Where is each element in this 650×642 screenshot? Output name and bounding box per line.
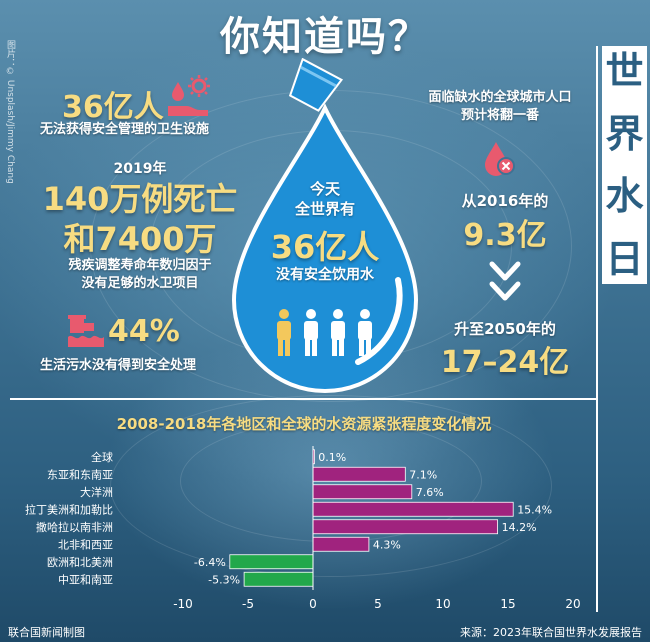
side-title-char: 日 <box>605 236 644 281</box>
photo-credit: 图片：© Unsplash/Jimmy Chang <box>5 40 15 184</box>
wastewater-desc: 生活污水没有得到安全处理 <box>40 358 197 373</box>
footer-source: 来源：2023年联合国世界水发展报告 <box>460 626 642 639</box>
deaths-line1: 140万例死亡 <box>42 180 238 218</box>
category-label: 撒哈拉以南非洲 <box>36 520 113 534</box>
side-title-char: 界 <box>605 111 644 156</box>
data-label: 0.1% <box>318 451 346 464</box>
person-icon <box>304 309 318 356</box>
double-chevron-down-icon <box>489 261 521 301</box>
sanitation-hand-drop-icon <box>168 75 210 116</box>
category-label: 欧洲和北美洲 <box>47 556 113 569</box>
person-icon <box>331 309 345 356</box>
x-tick-label: -5 <box>242 597 254 611</box>
side-title: 世 界 水 日 <box>602 46 647 284</box>
data-label: 7.1% <box>409 468 437 481</box>
data-label: 4.3% <box>373 538 401 551</box>
category-label: 大洋洲 <box>80 485 113 499</box>
bar-chart: 全球 0.1% 东亚和东南亚 7.1% 大洋洲 7.6% 拉丁美洲和加勒比 15.4% 撒哈拉以… <box>25 446 581 611</box>
drop-desc: 没有安全饮用水 <box>276 267 374 283</box>
sanitation-value: 36亿人 <box>62 90 164 125</box>
vertical-divider <box>596 46 598 612</box>
data-label: -6.4% <box>194 556 226 569</box>
urban-from-label: 从2016年的 <box>461 192 549 210</box>
x-tick-label: 15 <box>500 597 515 611</box>
data-label: 14.2% <box>502 521 537 534</box>
urban-header2: 预计将翻一番 <box>460 108 539 123</box>
wastewater-pipe-icon <box>68 315 104 347</box>
drop-line2: 全世界有 <box>294 200 355 218</box>
category-label: 东亚和东南亚 <box>47 468 113 481</box>
bar <box>229 554 314 570</box>
category-label: 中亚和南亚 <box>58 573 113 586</box>
data-label: 15.4% <box>517 503 552 516</box>
x-tick-label: 20 <box>565 597 580 611</box>
x-tick-label: -10 <box>173 597 193 611</box>
bar <box>312 536 370 552</box>
category-label: 北非和西亚 <box>58 538 113 551</box>
deaths-desc2: 没有足够的水卫项目 <box>81 276 199 291</box>
water-drop-shape <box>231 103 419 393</box>
category-label: 全球 <box>91 450 113 464</box>
chart-title: 2008-2018年各地区和全球的水资源紧张程度变化情况 <box>116 415 492 433</box>
pouring-cup-icon <box>288 58 344 112</box>
wastewater-value: 44% <box>108 314 180 349</box>
deaths-year: 2019年 <box>113 161 167 177</box>
category-label: 拉丁美洲和加勒比 <box>25 502 113 516</box>
person-icon <box>277 309 291 356</box>
x-tick-label: 0 <box>309 597 317 611</box>
bar <box>312 501 514 517</box>
drop-value: 36亿人 <box>270 228 380 266</box>
footer-credit: 联合国新闻制图 <box>8 626 85 639</box>
horizontal-divider <box>10 398 598 400</box>
sanitation-desc: 无法获得安全管理的卫生设施 <box>40 122 210 137</box>
x-tick-label: 10 <box>435 597 450 611</box>
page-title: 你知道吗？ <box>220 14 430 60</box>
side-title-char: 世 <box>605 49 644 93</box>
data-label: 7.6% <box>416 486 444 499</box>
person-icon <box>358 309 372 356</box>
urban-from-value: 9.3亿 <box>463 218 547 253</box>
deaths-line2: 和7400万 <box>63 220 217 258</box>
side-title-char: 水 <box>605 174 644 219</box>
deaths-desc1: 残疾调整寿命年数归因于 <box>68 258 212 273</box>
water-drop-shortage-icon <box>485 142 515 176</box>
bar <box>312 519 499 535</box>
bar <box>312 484 413 500</box>
drop-line1: 今天 <box>309 180 340 198</box>
data-label: -5.3% <box>208 573 240 586</box>
x-tick-label: 5 <box>374 597 382 611</box>
urban-header1: 面临缺水的全球城市人口 <box>428 90 572 105</box>
urban-to-label: 升至2050年的 <box>454 320 556 338</box>
bar <box>312 466 406 482</box>
bar <box>243 571 314 587</box>
people-row <box>277 309 372 356</box>
urban-to-value: 17–24亿 <box>440 345 570 380</box>
